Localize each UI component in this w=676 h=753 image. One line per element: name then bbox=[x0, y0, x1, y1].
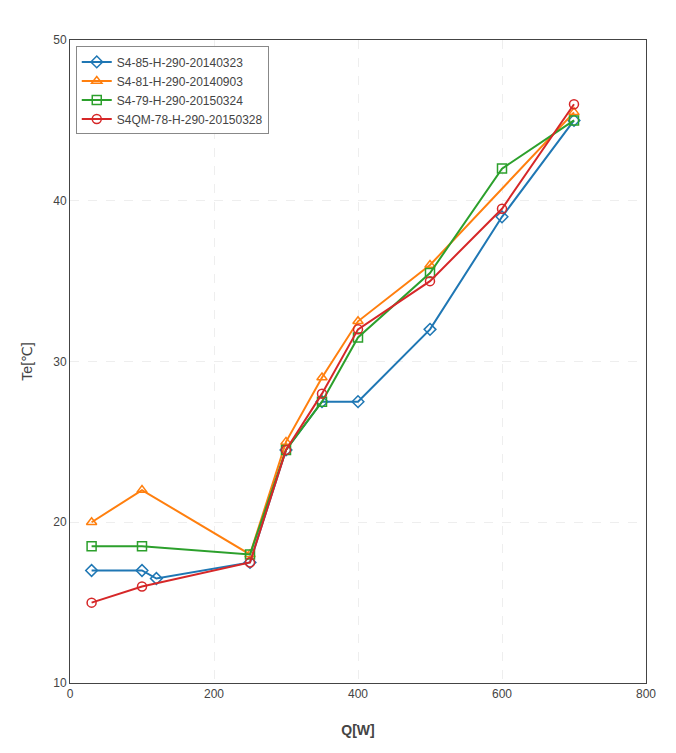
svg-text:20: 20 bbox=[53, 515, 67, 529]
svg-text:800: 800 bbox=[636, 687, 656, 701]
svg-text:Te[℃]: Te[℃] bbox=[19, 342, 35, 380]
svg-text:10: 10 bbox=[53, 676, 67, 690]
svg-text:50: 50 bbox=[53, 33, 67, 47]
svg-text:40: 40 bbox=[53, 194, 67, 208]
svg-text:S4-79-H-290-20150324: S4-79-H-290-20150324 bbox=[117, 94, 243, 108]
svg-text:400: 400 bbox=[348, 687, 368, 701]
svg-text:200: 200 bbox=[204, 687, 224, 701]
svg-text:S4-81-H-290-20140903: S4-81-H-290-20140903 bbox=[117, 75, 243, 89]
svg-text:0: 0 bbox=[67, 687, 74, 701]
svg-text:Q[W]: Q[W] bbox=[341, 722, 374, 738]
svg-text:30: 30 bbox=[53, 355, 67, 369]
svg-text:600: 600 bbox=[492, 687, 512, 701]
svg-text:S4QM-78-H-290-20150328: S4QM-78-H-290-20150328 bbox=[117, 113, 263, 127]
svg-text:S4-85-H-290-20140323: S4-85-H-290-20140323 bbox=[117, 56, 243, 70]
